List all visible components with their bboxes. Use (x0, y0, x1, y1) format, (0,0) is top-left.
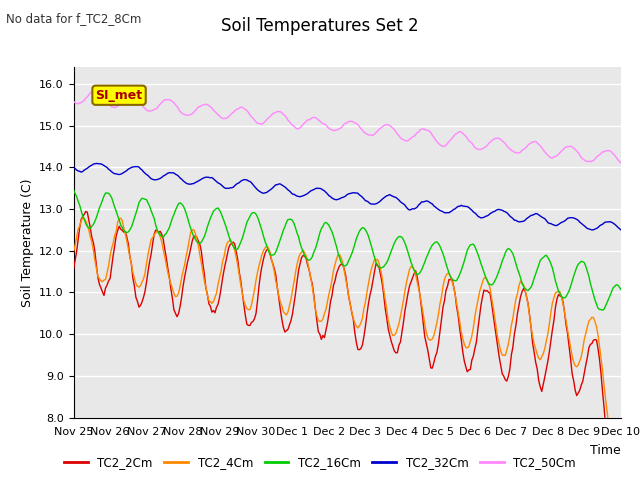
Text: Soil Temperatures Set 2: Soil Temperatures Set 2 (221, 17, 419, 35)
Y-axis label: Soil Temperature (C): Soil Temperature (C) (20, 178, 33, 307)
Text: No data for f_TC2_8Cm: No data for f_TC2_8Cm (6, 12, 142, 25)
Legend: TC2_2Cm, TC2_4Cm, TC2_16Cm, TC2_32Cm, TC2_50Cm: TC2_2Cm, TC2_4Cm, TC2_16Cm, TC2_32Cm, TC… (60, 452, 580, 474)
Text: SI_met: SI_met (95, 89, 143, 102)
Text: Time: Time (590, 444, 621, 457)
